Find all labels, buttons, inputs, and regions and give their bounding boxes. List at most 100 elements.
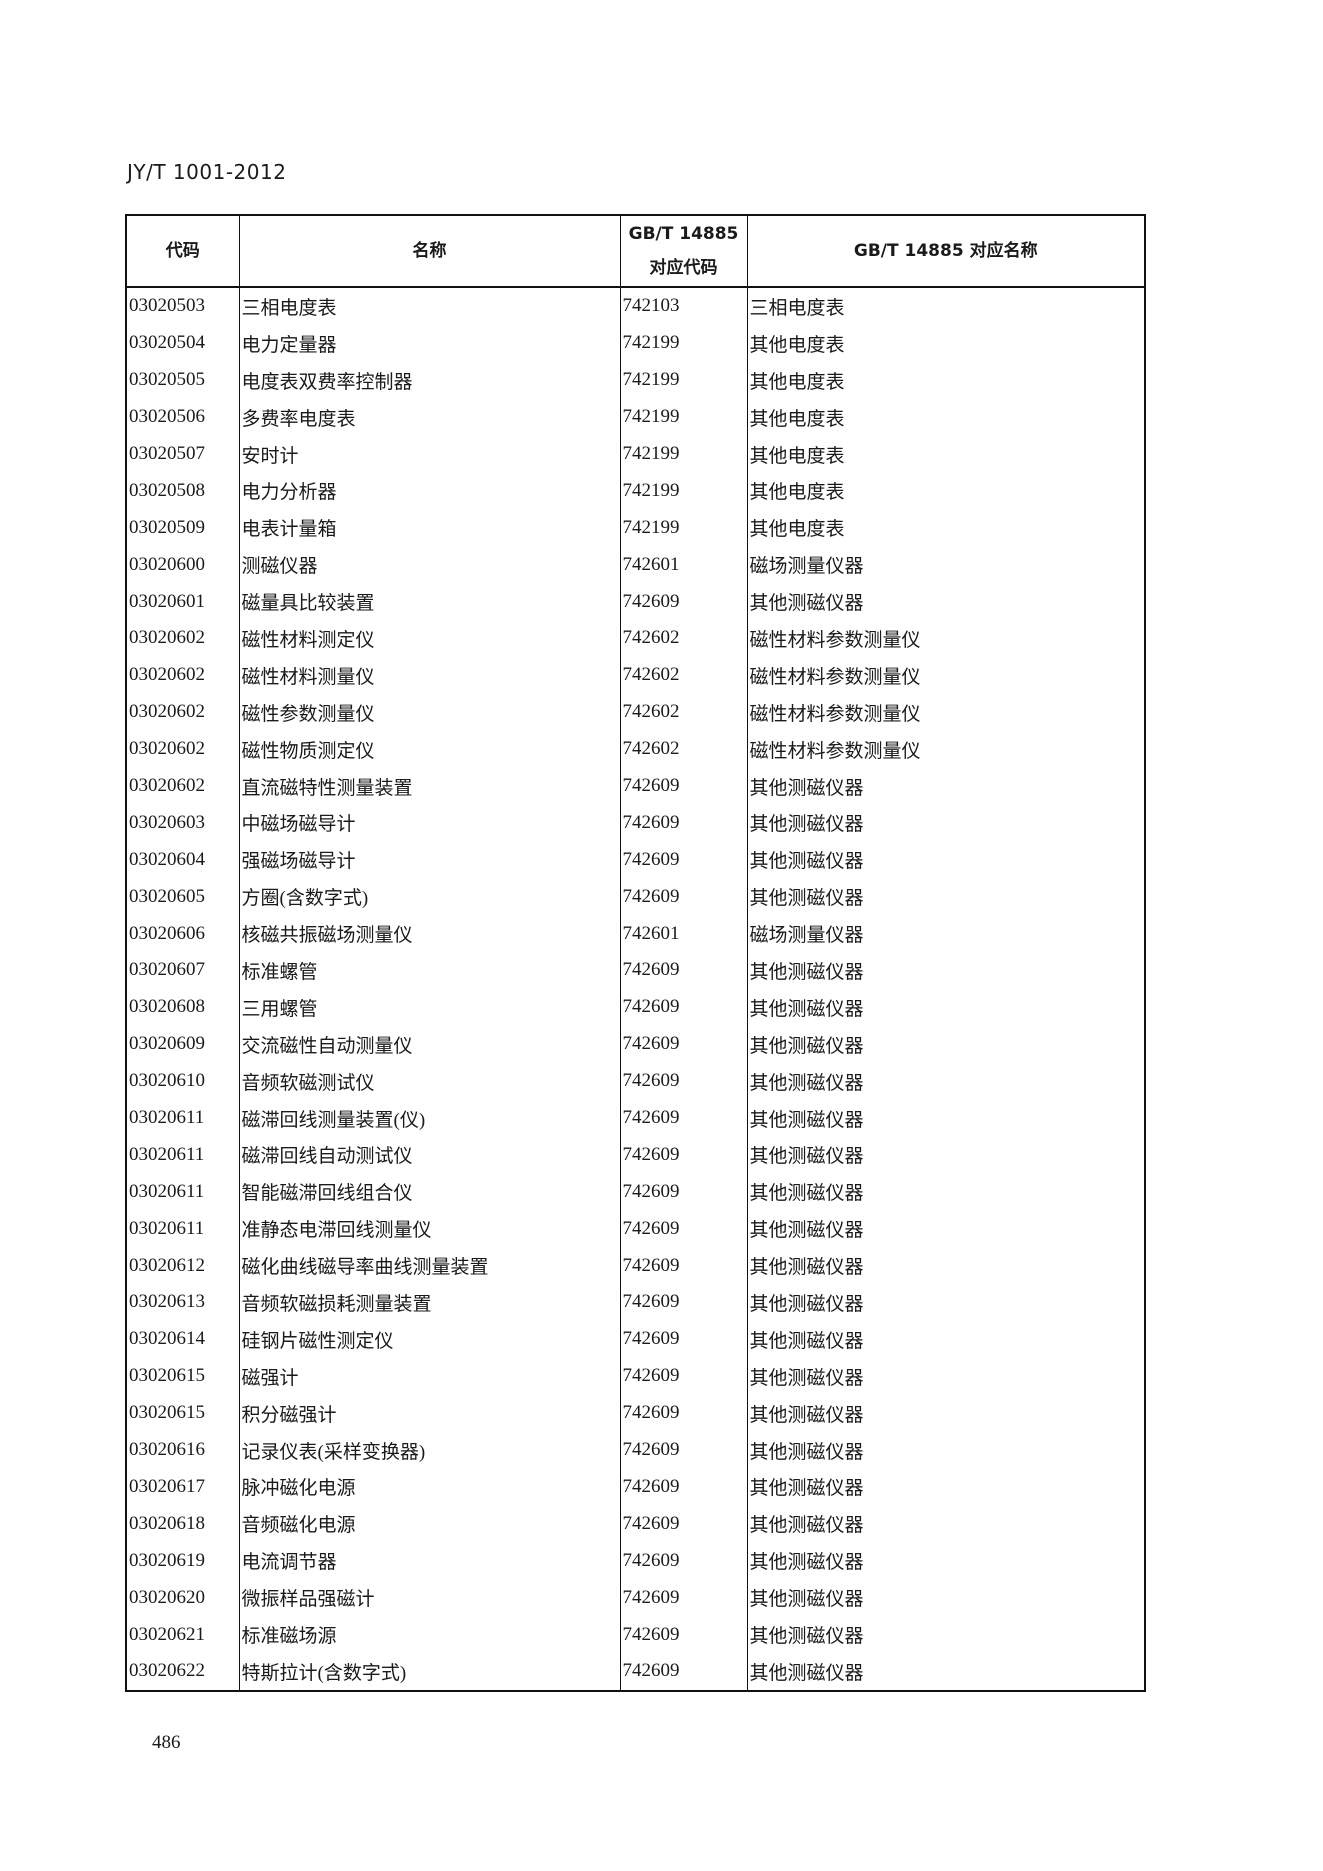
- table-row: 03020622 特斯拉计(含数字式) 742609 其他测磁仪器: [125, 1652, 1146, 1691]
- cell-gbt-name: 其他测磁仪器: [746, 1616, 1146, 1653]
- cell-gbt-name: 其他测磁仪器: [746, 878, 1146, 916]
- cell-gbt-name: 其他测磁仪器: [746, 1099, 1146, 1137]
- table-row: 03020611 准静态电滞回线测量仪 742609 其他测磁仪器: [125, 1210, 1146, 1248]
- cell-name: 准静态电滞回线测量仪: [238, 1210, 621, 1248]
- cell-gbt-code: 742609: [619, 1394, 748, 1432]
- cell-code: 03020611: [125, 1173, 240, 1211]
- cell-code: 03020621: [125, 1616, 240, 1653]
- cell-gbt-code: 742609: [619, 1136, 748, 1174]
- cell-code: 03020509: [125, 509, 240, 547]
- cell-gbt-name: 其他测磁仪器: [746, 1210, 1146, 1248]
- cell-gbt-name: 其他测磁仪器: [746, 952, 1146, 989]
- cell-code: 03020602: [125, 767, 240, 805]
- cell-gbt-name: 其他电度表: [746, 398, 1146, 436]
- header-gbt-name-label: GB/T 14885 对应名称: [853, 241, 1038, 261]
- cell-name: 智能磁滞回线组合仪: [238, 1173, 621, 1211]
- cell-name: 音频软磁损耗测量装置: [238, 1284, 621, 1321]
- cell-gbt-code: 742609: [619, 1431, 748, 1469]
- cell-gbt-code: 742199: [619, 324, 748, 362]
- cell-gbt-code: 742609: [619, 1579, 748, 1617]
- table-row: 03020601 磁量具比较装置 742609 其他测磁仪器: [125, 583, 1146, 621]
- cell-code: 03020615: [125, 1394, 240, 1432]
- cell-gbt-name: 其他测磁仪器: [746, 1468, 1146, 1506]
- cell-name: 安时计: [238, 435, 621, 473]
- cell-gbt-code: 742609: [619, 1616, 748, 1653]
- table-row: 03020602 磁性材料测定仪 742602 磁性材料参数测量仪: [125, 620, 1146, 657]
- cell-code: 03020612: [125, 1247, 240, 1285]
- cell-code: 03020505: [125, 361, 240, 399]
- cell-name: 标准磁场源: [238, 1616, 621, 1653]
- cell-gbt-name: 磁性材料参数测量仪: [746, 693, 1146, 731]
- table-row: 03020616 记录仪表(采样变换器) 742609 其他测磁仪器: [125, 1431, 1146, 1469]
- cell-gbt-code: 742609: [619, 988, 748, 1026]
- table-row: 03020506 多费率电度表 742199 其他电度表: [125, 398, 1146, 436]
- table-row: 03020617 脉冲磁化电源 742609 其他测磁仪器: [125, 1468, 1146, 1506]
- cell-name: 积分磁强计: [238, 1394, 621, 1432]
- table-row: 03020600 测磁仪器 742601 磁场测量仪器: [125, 546, 1146, 584]
- table-header-row: 代码 名称 GB/T 14885 对应代码 GB/T 14885 对应名称: [125, 214, 1146, 288]
- cell-name: 多费率电度表: [238, 398, 621, 436]
- cell-code: 03020620: [125, 1579, 240, 1617]
- cell-name: 测磁仪器: [238, 546, 621, 584]
- cell-gbt-name: 磁场测量仪器: [746, 915, 1146, 953]
- cell-gbt-code: 742609: [619, 1210, 748, 1248]
- cell-gbt-name: 其他测磁仪器: [746, 1284, 1146, 1321]
- page-number: 486: [152, 1732, 181, 1753]
- cell-name: 三用螺管: [238, 988, 621, 1026]
- table-row: 03020503 三相电度表 742103 三相电度表: [125, 287, 1146, 325]
- cell-gbt-code: 742609: [619, 1320, 748, 1358]
- cell-gbt-name: 其他测磁仪器: [746, 841, 1146, 879]
- cell-gbt-code: 742609: [619, 583, 748, 621]
- cell-gbt-name: 其他测磁仪器: [746, 1394, 1146, 1432]
- cell-gbt-name: 其他测磁仪器: [746, 988, 1146, 1026]
- cell-name: 电力分析器: [238, 472, 621, 510]
- cell-gbt-name: 其他测磁仪器: [746, 1652, 1146, 1691]
- cell-code: 03020604: [125, 841, 240, 879]
- cell-code: 03020617: [125, 1468, 240, 1506]
- cell-gbt-name: 其他测磁仪器: [746, 1062, 1146, 1100]
- cell-gbt-code: 742199: [619, 472, 748, 510]
- table-row: 03020507 安时计 742199 其他电度表: [125, 435, 1146, 473]
- cell-gbt-code: 742609: [619, 1173, 748, 1211]
- cell-gbt-code: 742609: [619, 1505, 748, 1543]
- cell-code: 03020614: [125, 1320, 240, 1358]
- cell-gbt-name: 其他测磁仪器: [746, 1173, 1146, 1211]
- cell-code: 03020606: [125, 915, 240, 953]
- table-row: 03020607 标准螺管 742609 其他测磁仪器: [125, 952, 1146, 989]
- cell-name: 电度表双费率控制器: [238, 361, 621, 399]
- cell-code: 03020603: [125, 804, 240, 842]
- cell-code: 03020506: [125, 398, 240, 436]
- cell-gbt-name: 其他测磁仪器: [746, 1357, 1146, 1395]
- cell-code: 03020607: [125, 952, 240, 989]
- cell-code: 03020611: [125, 1136, 240, 1174]
- cell-name: 磁性材料测定仪: [238, 620, 621, 657]
- header-name-label: 名称: [412, 241, 447, 261]
- table-row: 03020509 电表计量箱 742199 其他电度表: [125, 509, 1146, 547]
- document-id: JY/T 1001-2012: [127, 160, 287, 184]
- cell-gbt-code: 742602: [619, 730, 748, 768]
- cell-gbt-code: 742199: [619, 435, 748, 473]
- table-row: 03020609 交流磁性自动测量仪 742609 其他测磁仪器: [125, 1025, 1146, 1063]
- cell-gbt-code: 742609: [619, 878, 748, 916]
- cell-code: 03020602: [125, 656, 240, 694]
- table-row: 03020602 磁性材料测量仪 742602 磁性材料参数测量仪: [125, 656, 1146, 694]
- cell-gbt-name: 其他电度表: [746, 509, 1146, 547]
- cell-gbt-name: 其他电度表: [746, 435, 1146, 473]
- table-row: 03020611 智能磁滞回线组合仪 742609 其他测磁仪器: [125, 1173, 1146, 1211]
- cell-code: 03020601: [125, 583, 240, 621]
- cell-gbt-code: 742601: [619, 546, 748, 584]
- table-row: 03020602 直流磁特性测量装置 742609 其他测磁仪器: [125, 767, 1146, 805]
- cell-code: 03020618: [125, 1505, 240, 1543]
- cell-gbt-name: 其他测磁仪器: [746, 1542, 1146, 1580]
- cell-name: 音频磁化电源: [238, 1505, 621, 1543]
- cell-code: 03020504: [125, 324, 240, 362]
- cell-name: 方圈(含数字式): [238, 878, 621, 916]
- cell-name: 记录仪表(采样变换器): [238, 1431, 621, 1469]
- cell-name: 磁性材料测量仪: [238, 656, 621, 694]
- cell-gbt-code: 742602: [619, 620, 748, 657]
- cell-gbt-name: 其他测磁仪器: [746, 1505, 1146, 1543]
- cell-code: 03020609: [125, 1025, 240, 1063]
- cell-name: 磁滞回线自动测试仪: [238, 1136, 621, 1174]
- cell-gbt-name: 其他电度表: [746, 472, 1146, 510]
- table-row: 03020602 磁性参数测量仪 742602 磁性材料参数测量仪: [125, 693, 1146, 731]
